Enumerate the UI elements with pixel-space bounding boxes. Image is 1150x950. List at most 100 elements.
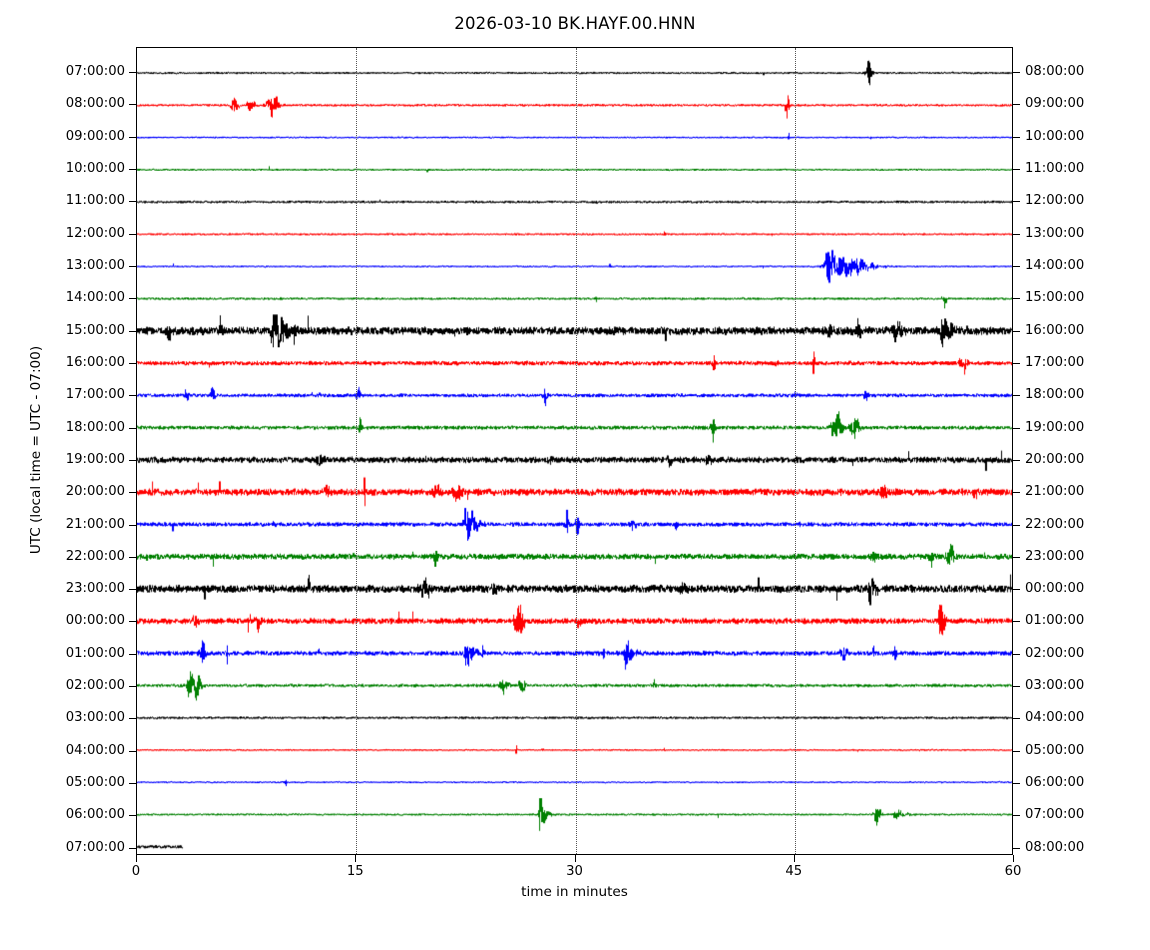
y-tick-right-1 (1013, 104, 1020, 106)
y-label-right-21: 05:00:00 (1025, 742, 1085, 758)
y-tick-left-24 (129, 847, 136, 849)
y-label-left-0: 07:00:00 (65, 64, 125, 80)
y-tick-left-1 (129, 104, 136, 106)
y-label-right-20: 04:00:00 (1025, 710, 1085, 726)
y-tick-right-7 (1013, 298, 1020, 300)
y-label-right-17: 01:00:00 (1025, 613, 1085, 629)
y-label-right-2: 10:00:00 (1025, 128, 1085, 144)
y-tick-right-12 (1013, 459, 1020, 461)
y-tick-left-12 (129, 459, 136, 461)
x-tick-60 (1013, 855, 1014, 862)
y-tick-right-13 (1013, 492, 1020, 494)
y-label-left-22: 05:00:00 (65, 775, 125, 791)
y-label-left-17: 00:00:00 (65, 613, 125, 629)
y-axis-title: UTC (local time = UTC - 07:00) (28, 345, 44, 555)
y-tick-right-21 (1013, 750, 1020, 752)
y-label-left-19: 02:00:00 (65, 678, 125, 694)
y-label-right-5: 13:00:00 (1025, 225, 1085, 241)
y-label-left-18: 01:00:00 (65, 645, 125, 661)
y-tick-left-23 (129, 815, 136, 817)
y-label-left-21: 04:00:00 (65, 742, 125, 758)
y-label-right-7: 15:00:00 (1025, 290, 1085, 306)
y-tick-left-0 (129, 72, 136, 74)
y-tick-left-16 (129, 589, 136, 591)
y-tick-right-14 (1013, 524, 1020, 526)
y-tick-right-5 (1013, 233, 1020, 235)
y-label-right-3: 11:00:00 (1025, 161, 1085, 176)
y-tick-left-3 (129, 169, 136, 170)
x-tick-30 (574, 855, 576, 862)
y-label-right-18: 02:00:00 (1025, 645, 1085, 661)
y-tick-right-8 (1013, 330, 1020, 332)
y-tick-left-9 (129, 362, 136, 364)
y-tick-left-19 (129, 686, 136, 688)
y-tick-right-23 (1013, 815, 1020, 817)
y-label-left-24: 07:00:00 (65, 839, 125, 855)
y-label-left-23: 06:00:00 (65, 807, 125, 823)
y-tick-left-22 (129, 783, 136, 785)
y-tick-right-15 (1013, 556, 1020, 558)
y-label-left-5: 12:00:00 (65, 225, 125, 241)
y-tick-right-6 (1013, 265, 1020, 267)
y-tick-right-17 (1013, 621, 1020, 623)
y-tick-left-13 (129, 492, 136, 494)
y-label-left-3: 10:00:00 (65, 161, 125, 176)
y-label-left-14: 21:00:00 (65, 516, 125, 532)
y-label-left-15: 22:00:00 (65, 548, 125, 564)
x-tick-45 (793, 855, 795, 862)
y-label-left-16: 23:00:00 (65, 581, 125, 597)
y-label-right-24: 08:00:00 (1025, 839, 1085, 855)
y-tick-left-2 (129, 136, 136, 138)
y-label-left-4: 11:00:00 (65, 193, 125, 209)
y-label-right-10: 18:00:00 (1025, 387, 1085, 403)
y-label-right-14: 22:00:00 (1025, 516, 1085, 532)
y-tick-right-11 (1013, 427, 1020, 429)
y-label-right-0: 08:00:00 (1025, 64, 1085, 80)
y-label-left-12: 19:00:00 (65, 451, 125, 467)
y-label-left-9: 16:00:00 (65, 354, 125, 370)
y-tick-left-6 (129, 265, 136, 267)
x-label-30: 30 (566, 864, 583, 879)
y-tick-left-17 (129, 621, 136, 623)
y-tick-right-10 (1013, 395, 1020, 397)
y-label-left-11: 18:00:00 (65, 419, 125, 435)
y-label-right-1: 09:00:00 (1025, 96, 1085, 112)
y-tick-left-18 (129, 653, 136, 655)
y-label-left-10: 17:00:00 (65, 387, 125, 403)
x-tick-0 (136, 855, 137, 862)
x-axis-title: time in minutes (521, 884, 628, 900)
y-label-left-6: 13:00:00 (65, 257, 125, 273)
y-tick-right-24 (1013, 847, 1020, 849)
y-label-right-22: 06:00:00 (1025, 775, 1085, 791)
y-label-right-19: 03:00:00 (1025, 678, 1085, 694)
page-title: 2026-03-10 BK.HAYF.00.HNN (454, 14, 696, 33)
y-label-right-23: 07:00:00 (1025, 807, 1085, 823)
y-tick-left-14 (129, 524, 136, 526)
y-label-right-11: 19:00:00 (1025, 419, 1085, 435)
y-label-right-9: 17:00:00 (1025, 354, 1085, 370)
y-label-right-8: 16:00:00 (1025, 322, 1085, 338)
y-tick-right-9 (1013, 362, 1020, 364)
waveform-canvas (137, 48, 1012, 854)
plot-axes[interactable] (136, 47, 1013, 855)
y-tick-left-21 (129, 750, 136, 752)
y-label-right-13: 21:00:00 (1025, 484, 1085, 500)
y-tick-left-10 (129, 395, 136, 397)
y-tick-left-20 (129, 718, 136, 720)
y-label-left-13: 20:00:00 (65, 484, 125, 500)
y-tick-right-2 (1013, 136, 1020, 138)
y-tick-left-15 (129, 556, 136, 558)
y-label-left-8: 15:00:00 (65, 322, 125, 338)
y-tick-left-8 (129, 330, 136, 332)
y-label-left-2: 09:00:00 (65, 128, 125, 144)
x-label-15: 15 (346, 864, 364, 879)
y-tick-left-5 (129, 233, 136, 235)
y-label-left-7: 14:00:00 (65, 290, 125, 306)
y-tick-right-16 (1013, 589, 1020, 591)
x-label-0: 0 (131, 864, 141, 879)
y-label-right-6: 14:00:00 (1025, 257, 1085, 273)
y-tick-right-0 (1013, 72, 1020, 74)
y-label-right-15: 23:00:00 (1025, 548, 1085, 564)
y-tick-left-11 (129, 427, 136, 429)
